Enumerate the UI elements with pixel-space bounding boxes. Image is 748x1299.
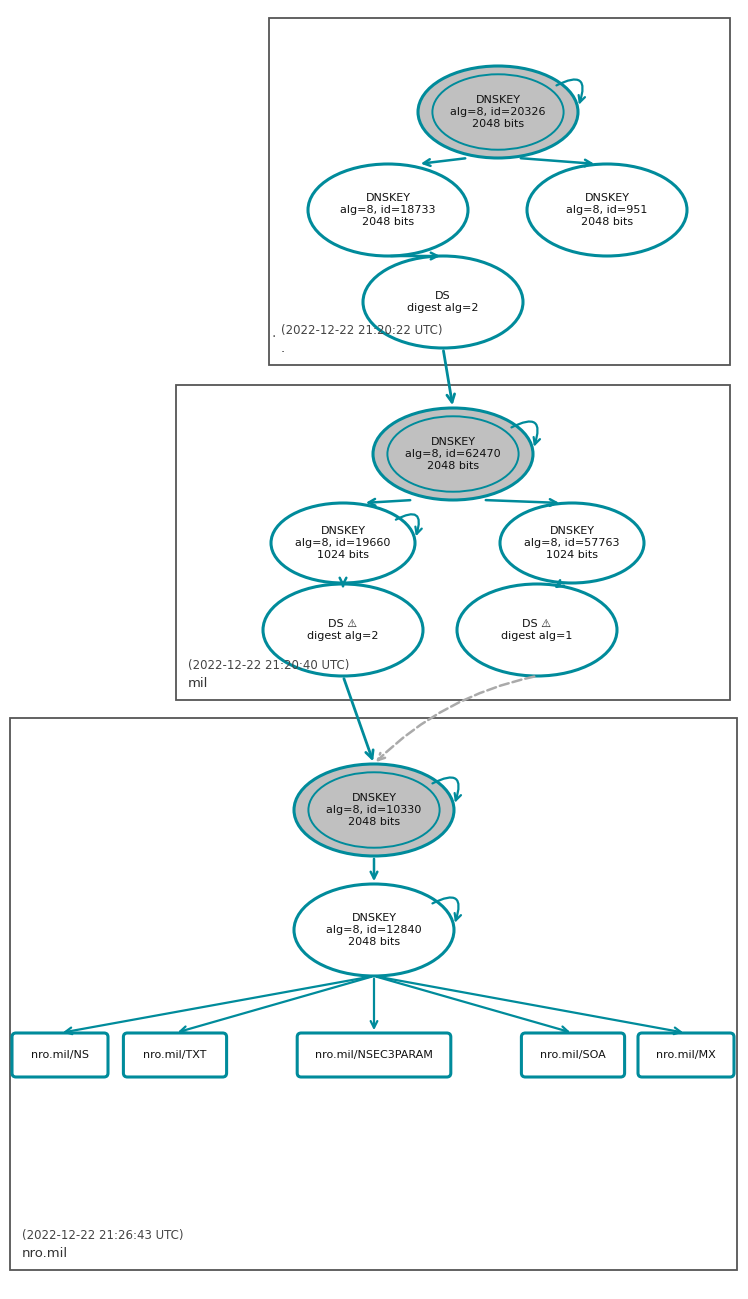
FancyBboxPatch shape [123,1033,227,1077]
Text: nro.mil: nro.mil [22,1247,68,1260]
Text: nro.mil/SOA: nro.mil/SOA [540,1050,606,1060]
FancyArrowPatch shape [369,499,410,505]
FancyArrowPatch shape [396,514,422,534]
Text: nro.mil/NSEC3PARAM: nro.mil/NSEC3PARAM [315,1050,433,1060]
FancyArrowPatch shape [371,859,377,878]
Ellipse shape [308,773,440,848]
FancyBboxPatch shape [638,1033,734,1077]
Ellipse shape [457,585,617,675]
Text: DNSKEY
alg=8, id=62470
2048 bits: DNSKEY alg=8, id=62470 2048 bits [405,438,501,470]
Text: DNSKEY
alg=8, id=18733
2048 bits: DNSKEY alg=8, id=18733 2048 bits [340,194,436,226]
FancyArrowPatch shape [423,158,465,166]
FancyArrowPatch shape [485,499,557,505]
Text: .: . [281,342,285,355]
Ellipse shape [271,503,415,583]
FancyArrowPatch shape [371,978,377,1028]
FancyArrowPatch shape [521,158,592,166]
Ellipse shape [500,503,644,583]
Text: DNSKEY
alg=8, id=57763
1024 bits: DNSKEY alg=8, id=57763 1024 bits [524,526,620,560]
Text: (2022-12-22 21:20:22 UTC): (2022-12-22 21:20:22 UTC) [281,323,443,336]
FancyArrowPatch shape [512,421,540,444]
Ellipse shape [418,66,578,158]
FancyArrowPatch shape [340,578,346,586]
FancyArrowPatch shape [557,79,585,103]
FancyArrowPatch shape [377,977,681,1034]
Ellipse shape [308,164,468,256]
Text: DNSKEY
alg=8, id=20326
2048 bits: DNSKEY alg=8, id=20326 2048 bits [450,95,546,129]
FancyArrowPatch shape [378,677,534,760]
FancyArrowPatch shape [390,253,438,260]
Text: mil: mil [188,677,209,690]
Ellipse shape [294,764,454,856]
Text: nro.mil/NS: nro.mil/NS [31,1050,89,1060]
Ellipse shape [432,74,563,149]
Text: DS
digest alg=2: DS digest alg=2 [407,291,479,313]
FancyArrowPatch shape [180,977,371,1033]
Text: DS ⚠
digest alg=1: DS ⚠ digest alg=1 [501,620,573,640]
FancyArrowPatch shape [65,977,371,1034]
FancyArrowPatch shape [432,898,461,921]
FancyBboxPatch shape [10,718,737,1270]
Ellipse shape [373,408,533,500]
FancyBboxPatch shape [12,1033,108,1077]
Text: (2022-12-22 21:20:40 UTC): (2022-12-22 21:20:40 UTC) [188,659,349,672]
Text: DNSKEY
alg=8, id=19660
1024 bits: DNSKEY alg=8, id=19660 1024 bits [295,526,390,560]
Text: DNSKEY
alg=8, id=951
2048 bits: DNSKEY alg=8, id=951 2048 bits [566,194,648,226]
FancyBboxPatch shape [297,1033,451,1077]
Ellipse shape [387,416,518,492]
FancyArrowPatch shape [377,977,568,1033]
Text: nro.mil/MX: nro.mil/MX [656,1050,716,1060]
Ellipse shape [527,164,687,256]
FancyBboxPatch shape [269,18,730,365]
FancyBboxPatch shape [176,385,730,700]
FancyArrowPatch shape [432,778,461,800]
Ellipse shape [363,256,523,348]
Text: .: . [272,326,276,340]
FancyArrowPatch shape [557,581,564,587]
FancyArrowPatch shape [344,678,373,759]
Text: DNSKEY
alg=8, id=12840
2048 bits: DNSKEY alg=8, id=12840 2048 bits [326,913,422,947]
Text: DNSKEY
alg=8, id=10330
2048 bits: DNSKEY alg=8, id=10330 2048 bits [326,794,422,826]
FancyArrowPatch shape [444,351,455,403]
FancyBboxPatch shape [521,1033,625,1077]
Text: DS ⚠
digest alg=2: DS ⚠ digest alg=2 [307,620,378,640]
Text: (2022-12-22 21:26:43 UTC): (2022-12-22 21:26:43 UTC) [22,1229,183,1242]
Ellipse shape [294,885,454,976]
Ellipse shape [263,585,423,675]
Text: nro.mil/TXT: nro.mil/TXT [144,1050,206,1060]
